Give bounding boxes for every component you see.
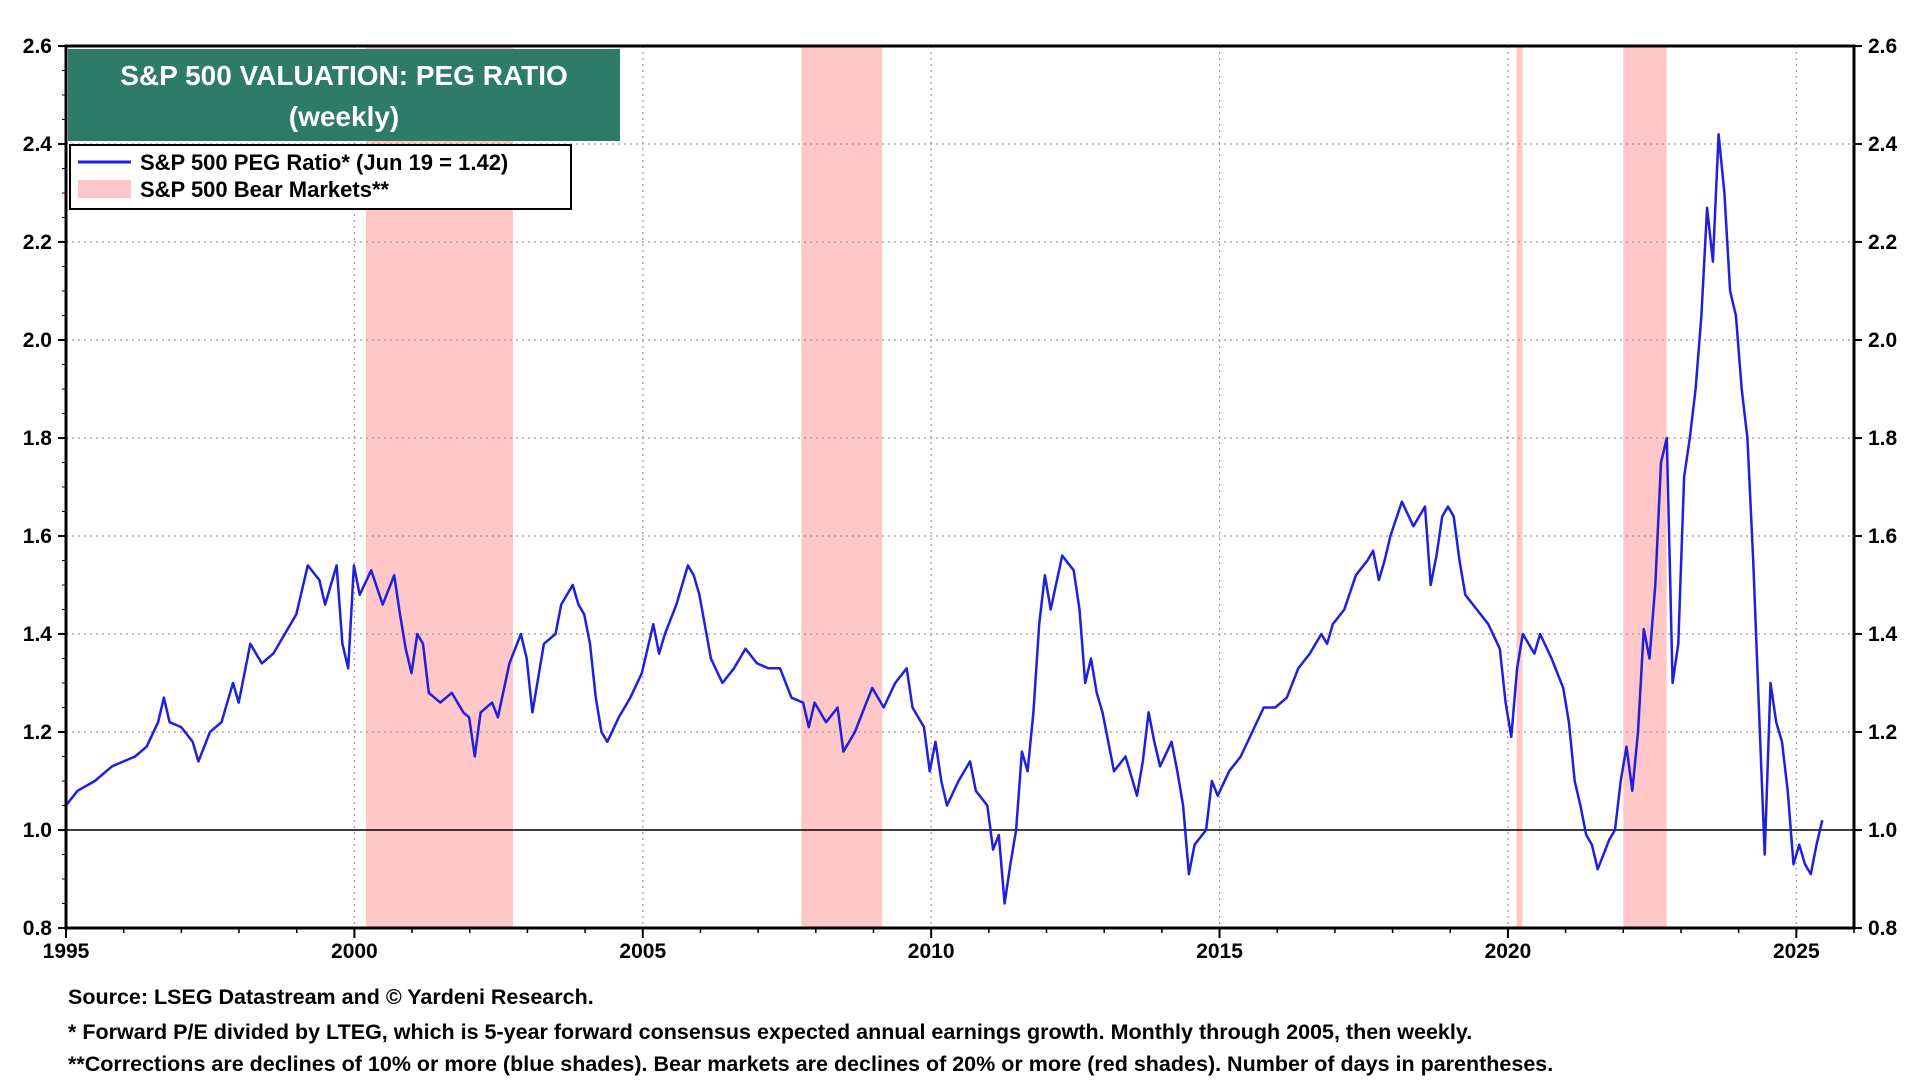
x-tick-label: 2015	[1196, 940, 1243, 963]
x-tick-label: 2005	[619, 940, 666, 963]
legend: S&P 500 PEG Ratio* (Jun 19 = 1.42) S&P 5…	[69, 144, 572, 210]
y-tick-label-right: 2.4	[1868, 133, 1898, 156]
y-tick-label-left: 2.6	[23, 35, 52, 58]
footnote-1: * Forward P/E divided by LTEG, which is …	[68, 1020, 1472, 1044]
title-box: S&P 500 VALUATION: PEG RATIO (weekly)	[68, 49, 620, 141]
legend-line-label: S&P 500 PEG Ratio* (Jun 19 = 1.42)	[140, 150, 508, 175]
y-tick-label-left: 1.2	[23, 721, 52, 744]
y-tick-label-right: 0.8	[1868, 917, 1898, 940]
x-tick-label: 2020	[1485, 940, 1532, 963]
y-tick-label-right: 1.6	[1868, 525, 1897, 548]
y-tick-label-left: 0.8	[23, 917, 53, 940]
y-tick-label-left: 1.0	[23, 819, 52, 842]
x-tick-label: 2025	[1773, 940, 1820, 963]
y-tick-label-right: 2.6	[1868, 35, 1897, 58]
x-tick-label: 1995	[43, 940, 90, 963]
bear-market-shade	[1516, 46, 1523, 928]
y-tick-label-right: 1.2	[1868, 721, 1897, 744]
chart-title: S&P 500 VALUATION: PEG RATIO	[120, 60, 568, 91]
y-tick-label-right: 1.0	[1868, 819, 1897, 842]
y-tick-label-left: 1.4	[23, 623, 53, 646]
y-tick-label-left: 1.6	[23, 525, 52, 548]
y-tick-label-left: 2.4	[23, 133, 53, 156]
y-tick-label-right: 2.2	[1868, 231, 1897, 254]
legend-frame	[69, 144, 572, 210]
y-tick-label-right: 2.0	[1868, 329, 1897, 352]
legend-shade-label: S&P 500 Bear Markets**	[140, 177, 390, 202]
y-tick-label-left: 2.0	[23, 329, 52, 352]
y-tick-label-left: 2.2	[23, 231, 52, 254]
legend-shade-swatch	[78, 180, 131, 198]
footnote-2: **Corrections are declines of 10% or mor…	[68, 1052, 1553, 1076]
y-tick-label-right: 1.8	[1868, 427, 1898, 450]
source-note: Source: LSEG Datastream and © Yardeni Re…	[68, 985, 594, 1009]
axes: 0.8 0.8 1.0 1.0 1.2 1.2 1.4 1.4 1.6 1.6 1.8 1.8 2.0 2…	[23, 35, 1898, 963]
title-box-background	[68, 49, 620, 141]
peg-ratio-line	[65, 132, 1824, 905]
y-tick-label-right: 1.4	[1868, 623, 1898, 646]
chart-subtitle: (weekly)	[289, 101, 400, 132]
x-tick-label: 2010	[908, 940, 955, 963]
x-tick-label: 2000	[331, 940, 378, 963]
bear-market-shade	[801, 46, 883, 928]
y-tick-label-left: 1.8	[23, 427, 53, 450]
